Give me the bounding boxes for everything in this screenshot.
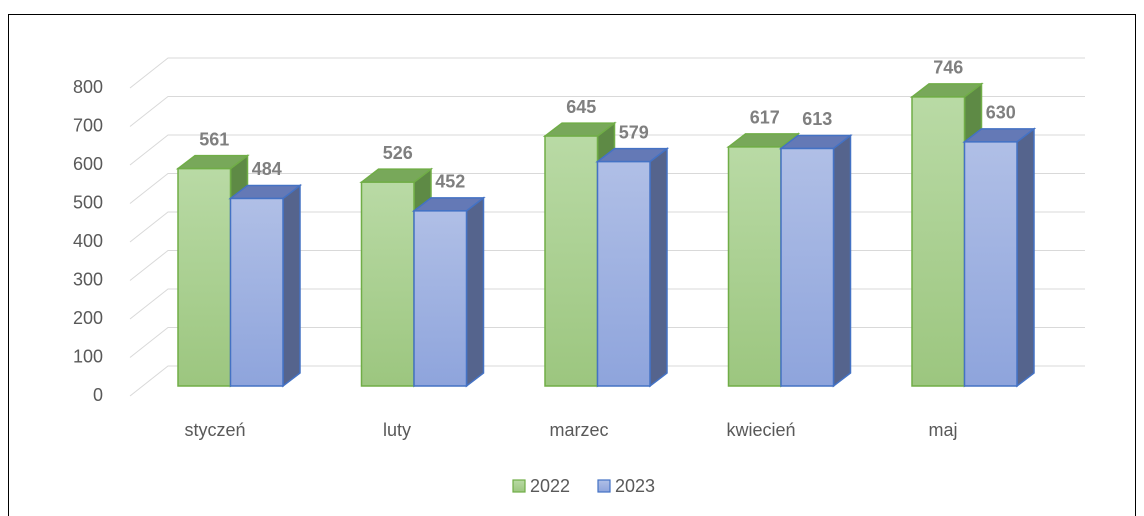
bar-face xyxy=(229,197,284,387)
value-label: 630 xyxy=(986,103,1016,123)
x-tick-label: marzec xyxy=(549,420,608,440)
bar-face xyxy=(963,141,1018,387)
value-label: 617 xyxy=(750,108,780,128)
grid-line xyxy=(129,96,1085,127)
legend-label: 2022 xyxy=(530,476,570,496)
x-tick-label: styczeń xyxy=(184,420,245,440)
y-tick-label: 300 xyxy=(73,269,103,289)
value-label: 579 xyxy=(619,122,649,142)
y-tick-label: 700 xyxy=(73,115,103,135)
legend-swatch xyxy=(512,479,526,493)
value-label: 526 xyxy=(383,143,413,163)
bar-face xyxy=(413,210,468,387)
y-tick-label: 800 xyxy=(73,77,103,97)
bar-face xyxy=(544,135,599,387)
bar-face xyxy=(1016,127,1035,388)
bar-face xyxy=(832,133,852,388)
legend-swatch xyxy=(597,479,611,493)
y-tick-label: 500 xyxy=(73,192,103,212)
grid-line xyxy=(129,57,1085,89)
bar-face xyxy=(649,147,668,388)
y-tick-label: 200 xyxy=(73,308,103,328)
bar-face xyxy=(780,147,835,387)
x-tick-label: kwiecień xyxy=(726,420,795,440)
bar-face xyxy=(727,146,782,387)
bar xyxy=(228,183,303,388)
bar xyxy=(411,196,486,388)
value-label: 645 xyxy=(566,97,596,117)
x-tick-label: luty xyxy=(383,420,411,440)
bar-face xyxy=(596,160,651,387)
value-label: 484 xyxy=(252,159,282,179)
value-label: 561 xyxy=(199,129,229,149)
bar-face xyxy=(465,196,485,388)
bar xyxy=(595,147,670,388)
value-label: 613 xyxy=(802,109,832,129)
y-tick-label: 600 xyxy=(73,154,103,174)
value-label: 746 xyxy=(933,58,963,78)
chart-border xyxy=(8,14,1136,516)
x-tick-label: maj xyxy=(928,420,957,440)
y-tick-label: 100 xyxy=(73,346,103,366)
bar xyxy=(778,133,853,388)
value-label: 452 xyxy=(435,172,465,192)
bar-face xyxy=(177,167,232,387)
legend-label: 2023 xyxy=(615,476,655,496)
bar-face xyxy=(360,181,415,387)
y-tick-label: 400 xyxy=(73,231,103,251)
bar-face xyxy=(911,96,966,387)
bar-face xyxy=(282,183,301,388)
y-tick-label: 0 xyxy=(93,385,103,405)
bar xyxy=(962,127,1037,388)
